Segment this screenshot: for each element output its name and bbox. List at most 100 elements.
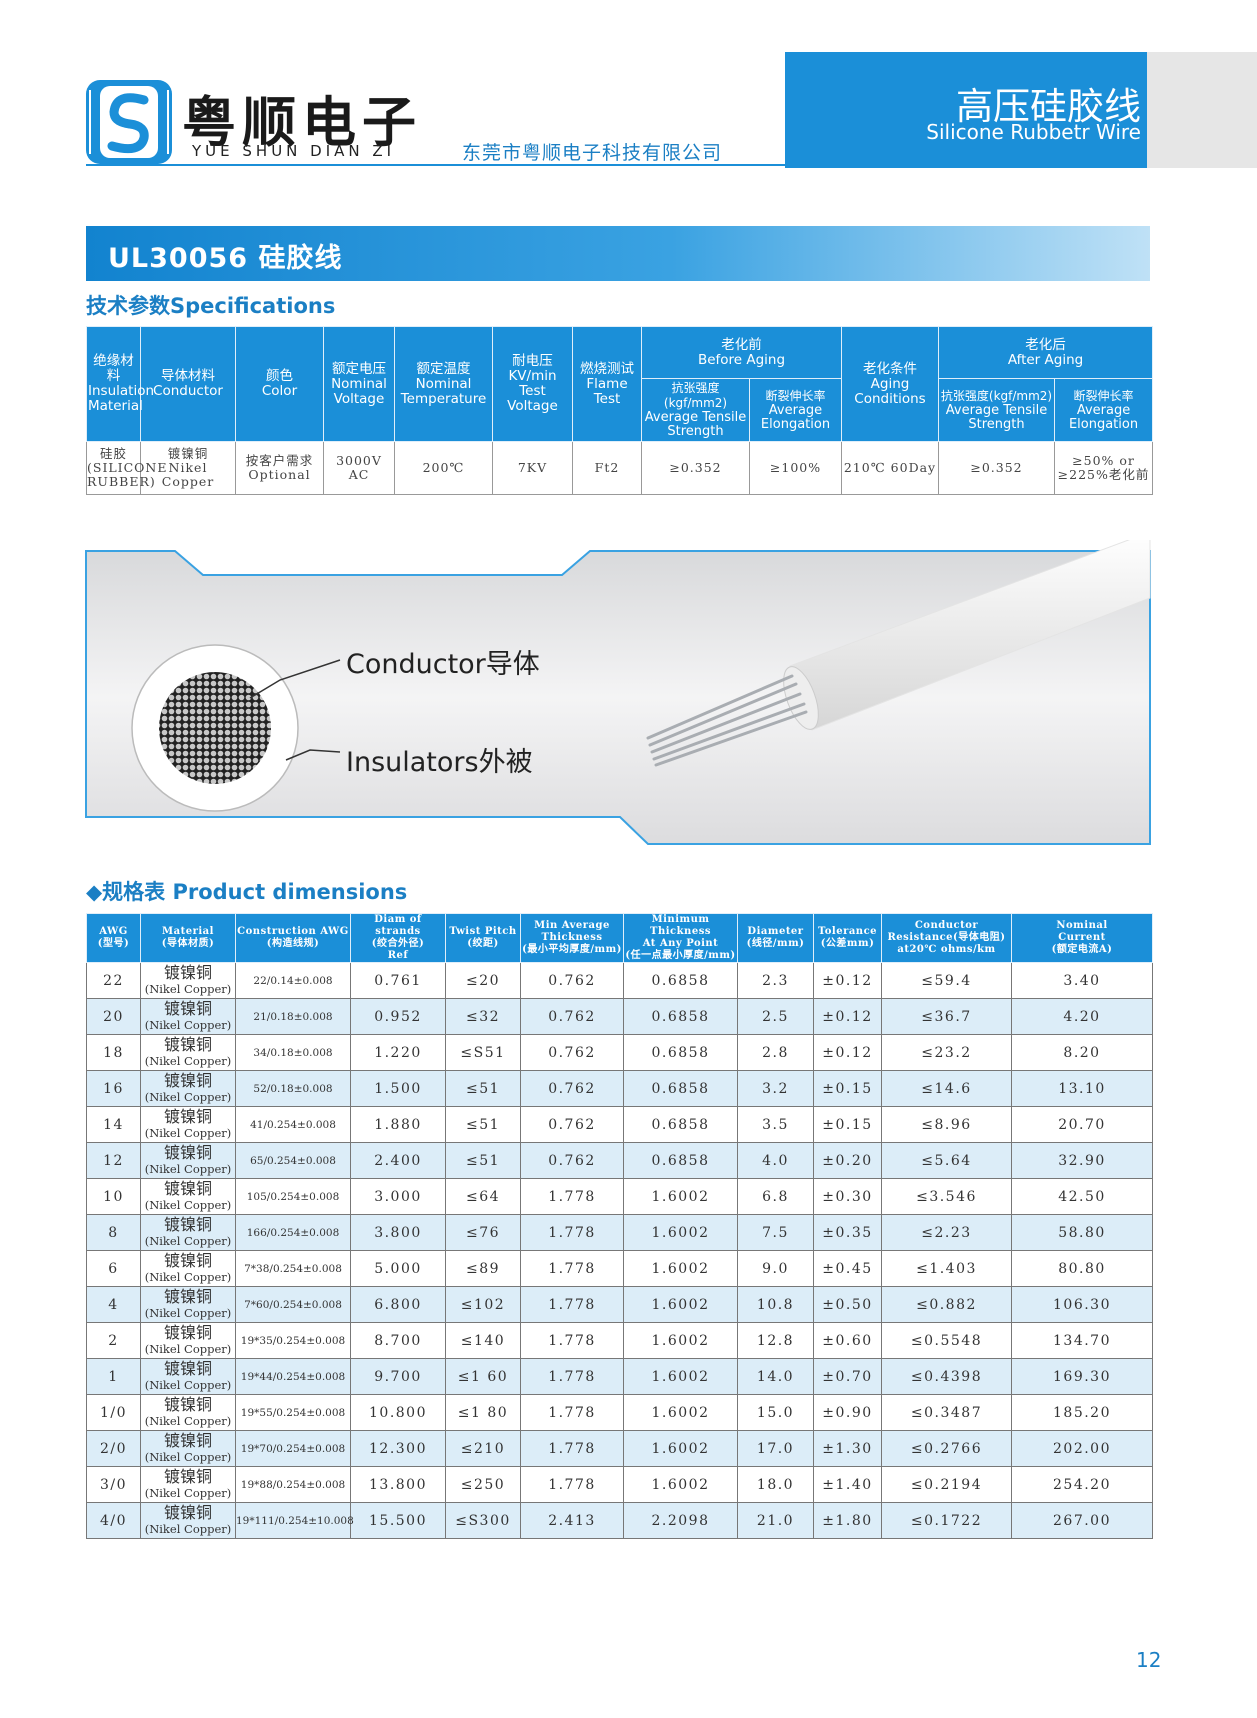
table-cell: 19*70/0.254±0.008 [235, 1430, 351, 1467]
table-cell: ±0.15 [813, 1106, 882, 1143]
table-cell: 镀镍铜 (Nikel Copper) [140, 1502, 236, 1539]
table-cell: ±1.40 [813, 1466, 882, 1503]
cell-line: (型号) [97, 938, 130, 949]
table-row: 20 镀镍铜 (Nikel Copper) 21/0.18±0.008 0.952 ≤32… [86, 998, 1153, 1035]
table-cell: 12.300 [350, 1430, 446, 1467]
cell-text: 7*60/0.254±0.008 [244, 1298, 342, 1311]
cell-line: 老化前 [721, 336, 762, 353]
cell-line: (构造线规) [266, 938, 320, 949]
table-cell: ≤3.546 [881, 1178, 1012, 1215]
table-cell: ≤0.1722 [881, 1502, 1012, 1539]
cell-text: 0.762 [548, 1116, 596, 1133]
cell-text: 8.20 [1063, 1044, 1101, 1061]
cell-line: Material [88, 398, 143, 414]
cell-line: 断裂伸长率 [765, 388, 826, 403]
cell-text: ±1.80 [822, 1512, 873, 1529]
table-cell: 4.0 [737, 1142, 814, 1179]
table-cell: 10 [86, 1178, 141, 1215]
cell-line: 硅胶 [99, 446, 127, 461]
table-cell: 镀镍铜 (Nikel Copper) [140, 962, 236, 999]
table-cell: ≤51 [445, 1142, 521, 1179]
cell-line: Insulation [88, 383, 155, 399]
table-cell: 0.761 [350, 962, 446, 999]
cell-line: 颜色 [266, 368, 293, 384]
cell-line: Twist Pitch [449, 926, 517, 937]
table-cell: 镀镍铜 (Nikel Copper) [140, 1250, 236, 1287]
table-cell: 镀镍铜 (Nikel Copper) [140, 1214, 236, 1251]
cell-line: Copper [161, 474, 215, 489]
table-cell: 8 [86, 1214, 141, 1251]
table-cell: 22/0.14±0.008 [235, 962, 351, 999]
table-cell: ±0.35 [813, 1214, 882, 1251]
table-row: 1/0 镀镍铜 (Nikel Copper) 19*55/0.254±0.008 10.… [86, 1394, 1153, 1431]
cell-line: 镀镍铜 [163, 1106, 212, 1126]
cell-line: 镀镍铜 [167, 446, 209, 461]
cell-text: 267.00 [1053, 1512, 1111, 1529]
cell-text: 1.6002 [651, 1224, 710, 1241]
cell-text: 16 [103, 1080, 124, 1097]
table-cell: 3.40 [1011, 962, 1153, 999]
table-cell: 10.800 [350, 1394, 446, 1431]
cell-line: 镀镍铜 [163, 1178, 212, 1198]
company: 东莞市粤顺电子科技有限公司 [462, 142, 723, 164]
header-cell: Diameter (线径/mm) [737, 913, 814, 963]
header-group: 老化前 Before Aging [641, 326, 842, 379]
cell-line: Temperature [400, 390, 487, 407]
table-cell: 5.000 [350, 1250, 446, 1287]
cell-text: 13.10 [1058, 1080, 1106, 1097]
cell-text: 0.762 [548, 1152, 596, 1169]
cell-text: 8.700 [374, 1332, 422, 1349]
cell-line: 镀镍铜 [163, 1034, 212, 1054]
cell-text: 185.20 [1053, 1404, 1111, 1421]
cell-line: (Nikel Copper) [144, 1017, 232, 1032]
cell-line: Diam of strands [374, 914, 422, 937]
table-cell: 19*44/0.254±0.008 [235, 1358, 351, 1395]
table-cell: 19*111/0.254±10.008 [235, 1502, 354, 1539]
table-cell: 1.778 [520, 1430, 624, 1467]
table-cell: ≤2.23 [881, 1214, 1012, 1251]
table-row: 4/0 镀镍铜 (Nikel Copper) 19*111/0.254±10.008 1… [86, 1502, 1153, 1539]
cell-text: ≤0.5548 [910, 1332, 983, 1349]
table-cell: 16 [86, 1070, 141, 1107]
cell-line: at20℃ ohms/km [897, 944, 996, 955]
table-cell: 106.30 [1011, 1286, 1153, 1323]
table-cell: 镀镍铜 Nikel Copper [140, 441, 236, 495]
table-cell: 58.80 [1011, 1214, 1153, 1251]
cell-text: 21/0.18±0.008 [253, 1010, 333, 1023]
cell-text: ≤1.403 [916, 1260, 977, 1277]
cell-line: Average [768, 402, 823, 418]
brand: 粤顺电子 [182, 91, 422, 154]
cell-line: Nominal [331, 375, 387, 392]
table-cell: ≤0.2766 [881, 1430, 1012, 1467]
cell-text: ±0.70 [822, 1368, 873, 1385]
table-cell: 1.6002 [623, 1214, 738, 1251]
table-cell: 1.778 [520, 1358, 624, 1395]
table-cell: 0.762 [520, 1106, 624, 1143]
cell-text: 0.6858 [651, 1008, 710, 1025]
cell-text: 58.80 [1058, 1224, 1106, 1241]
cell-text: 2.5 [762, 1008, 789, 1025]
table-cell: ±1.80 [813, 1502, 882, 1539]
cell-text: ±0.12 [822, 1044, 873, 1061]
table-cell: 18.0 [737, 1466, 814, 1503]
cell-text: 0.6858 [651, 1044, 710, 1061]
cell-text: 80.80 [1058, 1260, 1106, 1277]
table-cell: 3.800 [350, 1214, 446, 1251]
cell-text: 1.880 [374, 1116, 422, 1133]
table-cell: ≤5.64 [881, 1142, 1012, 1179]
table-cell: ≤0.882 [881, 1286, 1012, 1323]
table-cell: 2.3 [737, 962, 814, 999]
table-cell: ±0.50 [813, 1286, 882, 1323]
table-cell: ±0.60 [813, 1322, 882, 1359]
header-cell: 导体材料 Conductor [140, 326, 236, 442]
header-cell: 燃烧测试 Flame Test [572, 326, 642, 442]
cell-line: Before Aging [697, 351, 786, 368]
table-cell: 19*35/0.254±0.008 [235, 1322, 351, 1359]
header-cell: 额定电压 Nominal Voltage [323, 326, 395, 442]
cell-text: 3/0 [99, 1476, 128, 1493]
cell-text: ±0.20 [822, 1152, 873, 1169]
table-cell: 15.500 [350, 1502, 446, 1539]
table-cell: 21.0 [737, 1502, 814, 1539]
header-subcell: 断裂伸长率 Average Elongation [749, 378, 842, 442]
cell-text: ≤59.4 [921, 972, 972, 989]
